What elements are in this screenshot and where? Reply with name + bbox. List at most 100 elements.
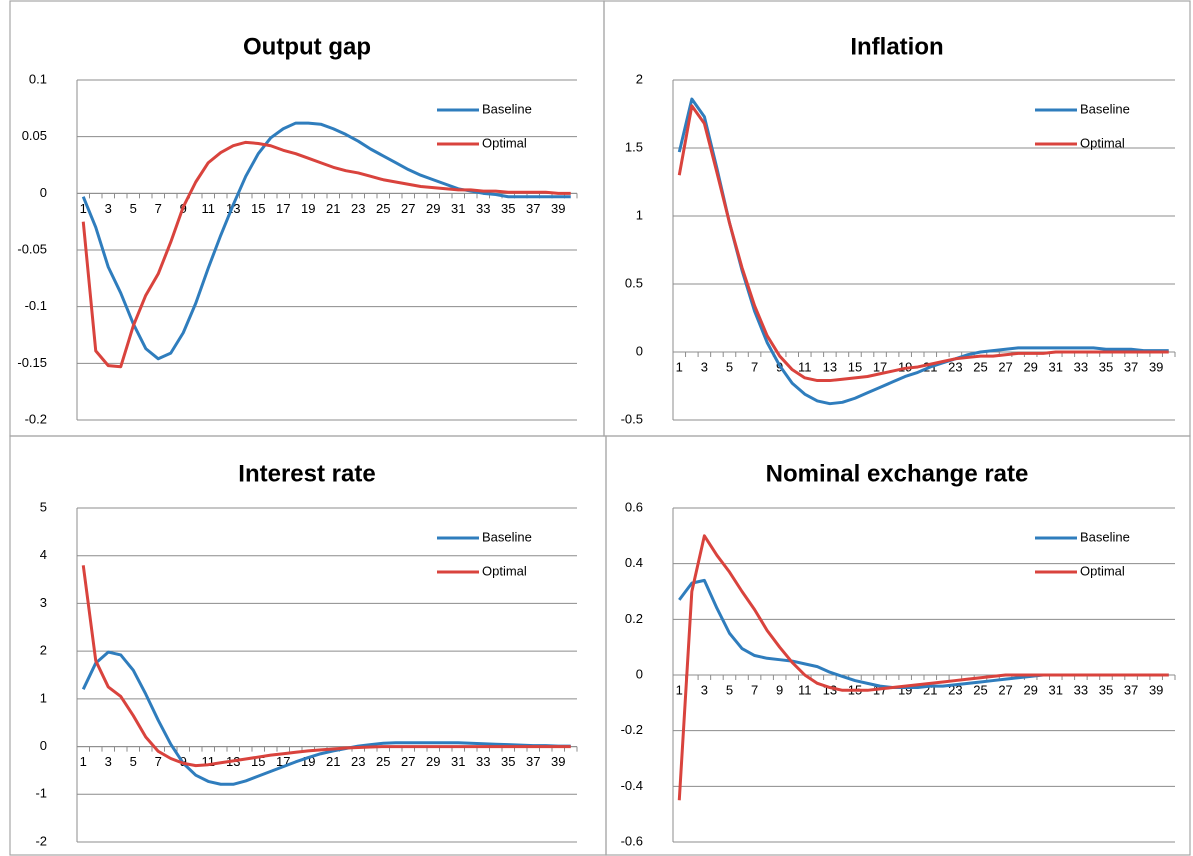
x-tick-label: 25 [973, 359, 987, 374]
legend-label: Optimal [482, 135, 527, 150]
y-tick-label: 0.5 [625, 275, 643, 290]
x-tick-label: 5 [130, 201, 137, 216]
x-tick-label: 23 [948, 359, 962, 374]
x-tick-label: 23 [351, 754, 365, 769]
x-tick-label: 33 [1074, 682, 1088, 697]
x-tick-label: 39 [551, 754, 565, 769]
x-tick-label: 3 [701, 682, 708, 697]
legend-label: Baseline [1080, 101, 1130, 116]
x-tick-label: 29 [1023, 682, 1037, 697]
x-tick-label: 5 [726, 682, 733, 697]
x-tick-label: 25 [973, 682, 987, 697]
legend-label: Optimal [1080, 135, 1125, 150]
x-tick-label: 5 [130, 754, 137, 769]
x-tick-label: 11 [798, 682, 812, 697]
x-tick-label: 39 [551, 201, 565, 216]
panel-frame [605, 435, 1191, 856]
y-tick-label: 1.5 [625, 139, 643, 154]
panel-frame [9, 0, 605, 437]
x-tick-label: 5 [726, 359, 733, 374]
x-tick-label: 37 [526, 201, 540, 216]
series-line [81, 121, 571, 361]
x-tick-label: 35 [501, 201, 515, 216]
series-line [677, 534, 1169, 801]
series-line [81, 650, 571, 786]
x-tick-label: 33 [1074, 359, 1088, 374]
series-line [81, 140, 571, 369]
y-tick-label: -0.5 [621, 411, 643, 426]
y-tick-label: -0.15 [17, 355, 47, 370]
x-tick-label: 37 [1124, 359, 1138, 374]
chart-title: Inflation [850, 33, 943, 60]
x-tick-label: 25 [376, 201, 390, 216]
x-tick-label: 13 [823, 359, 837, 374]
x-tick-label: 25 [376, 754, 390, 769]
x-tick-label: 35 [1099, 359, 1113, 374]
y-tick-label: 2 [40, 643, 47, 658]
y-tick-label: 1 [636, 207, 643, 222]
y-tick-label: 0.4 [625, 555, 643, 570]
x-tick-label: 27 [401, 201, 415, 216]
legend-label: Optimal [482, 563, 527, 578]
series-line [677, 104, 1169, 383]
x-tick-label: 17 [276, 201, 290, 216]
x-tick-label: 37 [1124, 682, 1138, 697]
y-tick-label: -0.2 [621, 722, 643, 737]
x-tick-label: 39 [1149, 359, 1163, 374]
y-tick-label: 0.6 [625, 499, 643, 514]
x-tick-label: 23 [351, 201, 365, 216]
y-tick-label: -0.2 [25, 411, 47, 426]
series-line [677, 97, 1169, 406]
x-tick-label: 7 [751, 682, 758, 697]
x-tick-label: 31 [1049, 682, 1063, 697]
x-tick-label: 3 [105, 201, 112, 216]
x-tick-label: 17 [873, 359, 887, 374]
x-tick-label: 35 [1099, 682, 1113, 697]
x-tick-label: 35 [501, 754, 515, 769]
x-tick-label: 9 [776, 682, 783, 697]
x-tick-label: 27 [998, 359, 1012, 374]
series-line [678, 578, 1169, 690]
y-tick-label: 4 [40, 547, 47, 562]
y-tick-label: 3 [40, 595, 47, 610]
x-tick-label: 29 [1023, 359, 1037, 374]
x-tick-label: 11 [202, 201, 216, 216]
legend-label: Baseline [1080, 529, 1130, 544]
y-tick-label: 0 [636, 343, 643, 358]
y-tick-label: -0.4 [621, 778, 643, 793]
y-tick-label: 5 [40, 499, 47, 514]
x-tick-label: 19 [301, 201, 315, 216]
x-tick-label: 33 [476, 201, 490, 216]
x-tick-label: 39 [1149, 682, 1163, 697]
x-tick-label: 33 [476, 754, 490, 769]
legend-label: Baseline [482, 529, 532, 544]
panel-frame [9, 435, 607, 856]
legend-label: Optimal [1080, 563, 1125, 578]
series-line [81, 565, 571, 768]
x-tick-label: 1 [676, 359, 683, 374]
x-tick-label: 27 [401, 754, 415, 769]
y-tick-label: 0 [40, 738, 47, 753]
x-tick-label: 37 [526, 754, 540, 769]
y-tick-label: -0.1 [25, 298, 47, 313]
y-tick-label: 1 [40, 690, 47, 705]
x-tick-label: 7 [155, 754, 162, 769]
y-tick-label: 0 [636, 666, 643, 681]
y-tick-label: 0.1 [29, 71, 47, 86]
x-tick-label: 31 [451, 754, 465, 769]
x-tick-label: 3 [105, 754, 112, 769]
x-tick-label: 29 [426, 201, 440, 216]
x-tick-label: 21 [326, 201, 340, 216]
y-tick-label: -0.6 [621, 833, 643, 848]
y-tick-label: -0.05 [17, 241, 47, 256]
x-tick-label: 7 [155, 201, 162, 216]
x-tick-label: 27 [998, 682, 1012, 697]
y-tick-label: -1 [35, 786, 47, 801]
x-tick-label: 1 [676, 682, 683, 697]
x-tick-label: 11 [202, 754, 216, 769]
chart-title: Interest rate [238, 460, 375, 487]
x-tick-label: 15 [251, 201, 265, 216]
legend-label: Baseline [482, 101, 532, 116]
chart-title: Nominal exchange rate [766, 460, 1029, 487]
